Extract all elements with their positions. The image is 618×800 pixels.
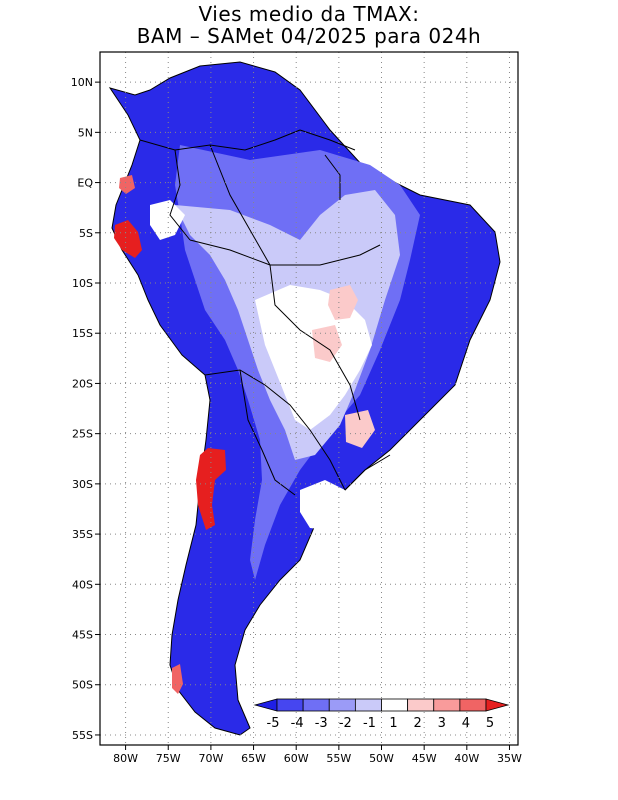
- colorbar-label: 1: [389, 716, 397, 731]
- colorbar-swatch: [459, 698, 487, 712]
- colorbar-label: -1: [363, 716, 376, 731]
- lat-tick-label: EQ: [77, 177, 93, 190]
- map-title-line1: Vies medio da TMAX:: [198, 2, 420, 26]
- lat-tick-label: 40S: [72, 578, 93, 591]
- lon-tick-label: 75W: [156, 752, 181, 765]
- lat-tick-label: 5N: [78, 126, 93, 139]
- lon-tick-label: 35W: [497, 752, 522, 765]
- lat-tick-label: 30S: [72, 478, 93, 491]
- lat-tick-label: 10N: [71, 76, 93, 89]
- zone-light-warm-2: [312, 325, 342, 362]
- colorbar-swatch: [354, 698, 382, 712]
- lat-tick-label: 20S: [72, 377, 93, 390]
- lon-tick-label: 70W: [198, 752, 223, 765]
- map-frame: [99, 51, 519, 746]
- zone-neutral-south: [300, 480, 345, 530]
- zone-light-warm-3: [345, 410, 375, 448]
- lon-ticks: 80W 75W 70W 65W 60W 55W 50W 45W 40W 35W: [113, 745, 522, 765]
- lon-tick-label: 40W: [454, 752, 479, 765]
- colorbar-label: 3: [438, 716, 446, 731]
- lon-tick-label: 60W: [284, 752, 309, 765]
- zone-neutral-north: [150, 200, 185, 240]
- colorbar-label: -3: [315, 716, 328, 731]
- lon-tick-label: 65W: [241, 752, 266, 765]
- lon-tick-label: 50W: [369, 752, 394, 765]
- lat-ticks: 10N 5N EQ 5S 10S 15S 20S 25S 30S 35S 40S 45S 50S 55S: [71, 76, 100, 742]
- map-title-line2: BAM – SAMet 04/2025 para 024h: [136, 24, 482, 48]
- colorbar-label: -5: [267, 716, 280, 731]
- lon-tick-label: 45W: [412, 752, 437, 765]
- lat-tick-label: 55S: [72, 729, 93, 742]
- lat-tick-label: 15S: [72, 327, 93, 340]
- colorbar-swatch: [433, 698, 461, 712]
- lat-tick-label: 5S: [79, 227, 93, 240]
- lat-tick-label: 45S: [72, 629, 93, 642]
- colorbar-label: -2: [339, 716, 352, 731]
- lon-tick-label: 80W: [113, 752, 138, 765]
- zone-warm-patagonia: [172, 664, 183, 694]
- map-grid: [100, 52, 518, 745]
- colorbar: -5 -4 -3 -2 -1 1 2 3 4 5: [253, 698, 510, 731]
- zone-light-warm-1: [328, 285, 358, 320]
- lat-tick-label: 10S: [72, 277, 93, 290]
- zone-warm-peru: [114, 220, 142, 258]
- country-borders: [139, 129, 391, 496]
- lat-tick-label: 50S: [72, 679, 93, 692]
- lat-tick-label: 25S: [72, 428, 93, 441]
- colorbar-label: -4: [291, 716, 304, 731]
- zone-warm-coast-ec: [119, 175, 135, 194]
- colorbar-swatch: [302, 698, 330, 712]
- lat-tick-label: 35S: [72, 528, 93, 541]
- colorbar-label: 5: [486, 716, 494, 731]
- zone-neutral: [255, 285, 372, 430]
- zone-warm-andes: [196, 448, 226, 530]
- colorbar-swatch: [276, 698, 304, 712]
- colorbar-swatch: [407, 698, 435, 712]
- colorbar-arrow-high: [485, 698, 510, 712]
- colorbar-label: 4: [462, 716, 470, 731]
- colorbar-swatch: [381, 698, 409, 712]
- colorbar-label: 2: [414, 716, 422, 731]
- lon-tick-label: 55W: [326, 752, 351, 765]
- colorbar-swatch: [328, 698, 356, 712]
